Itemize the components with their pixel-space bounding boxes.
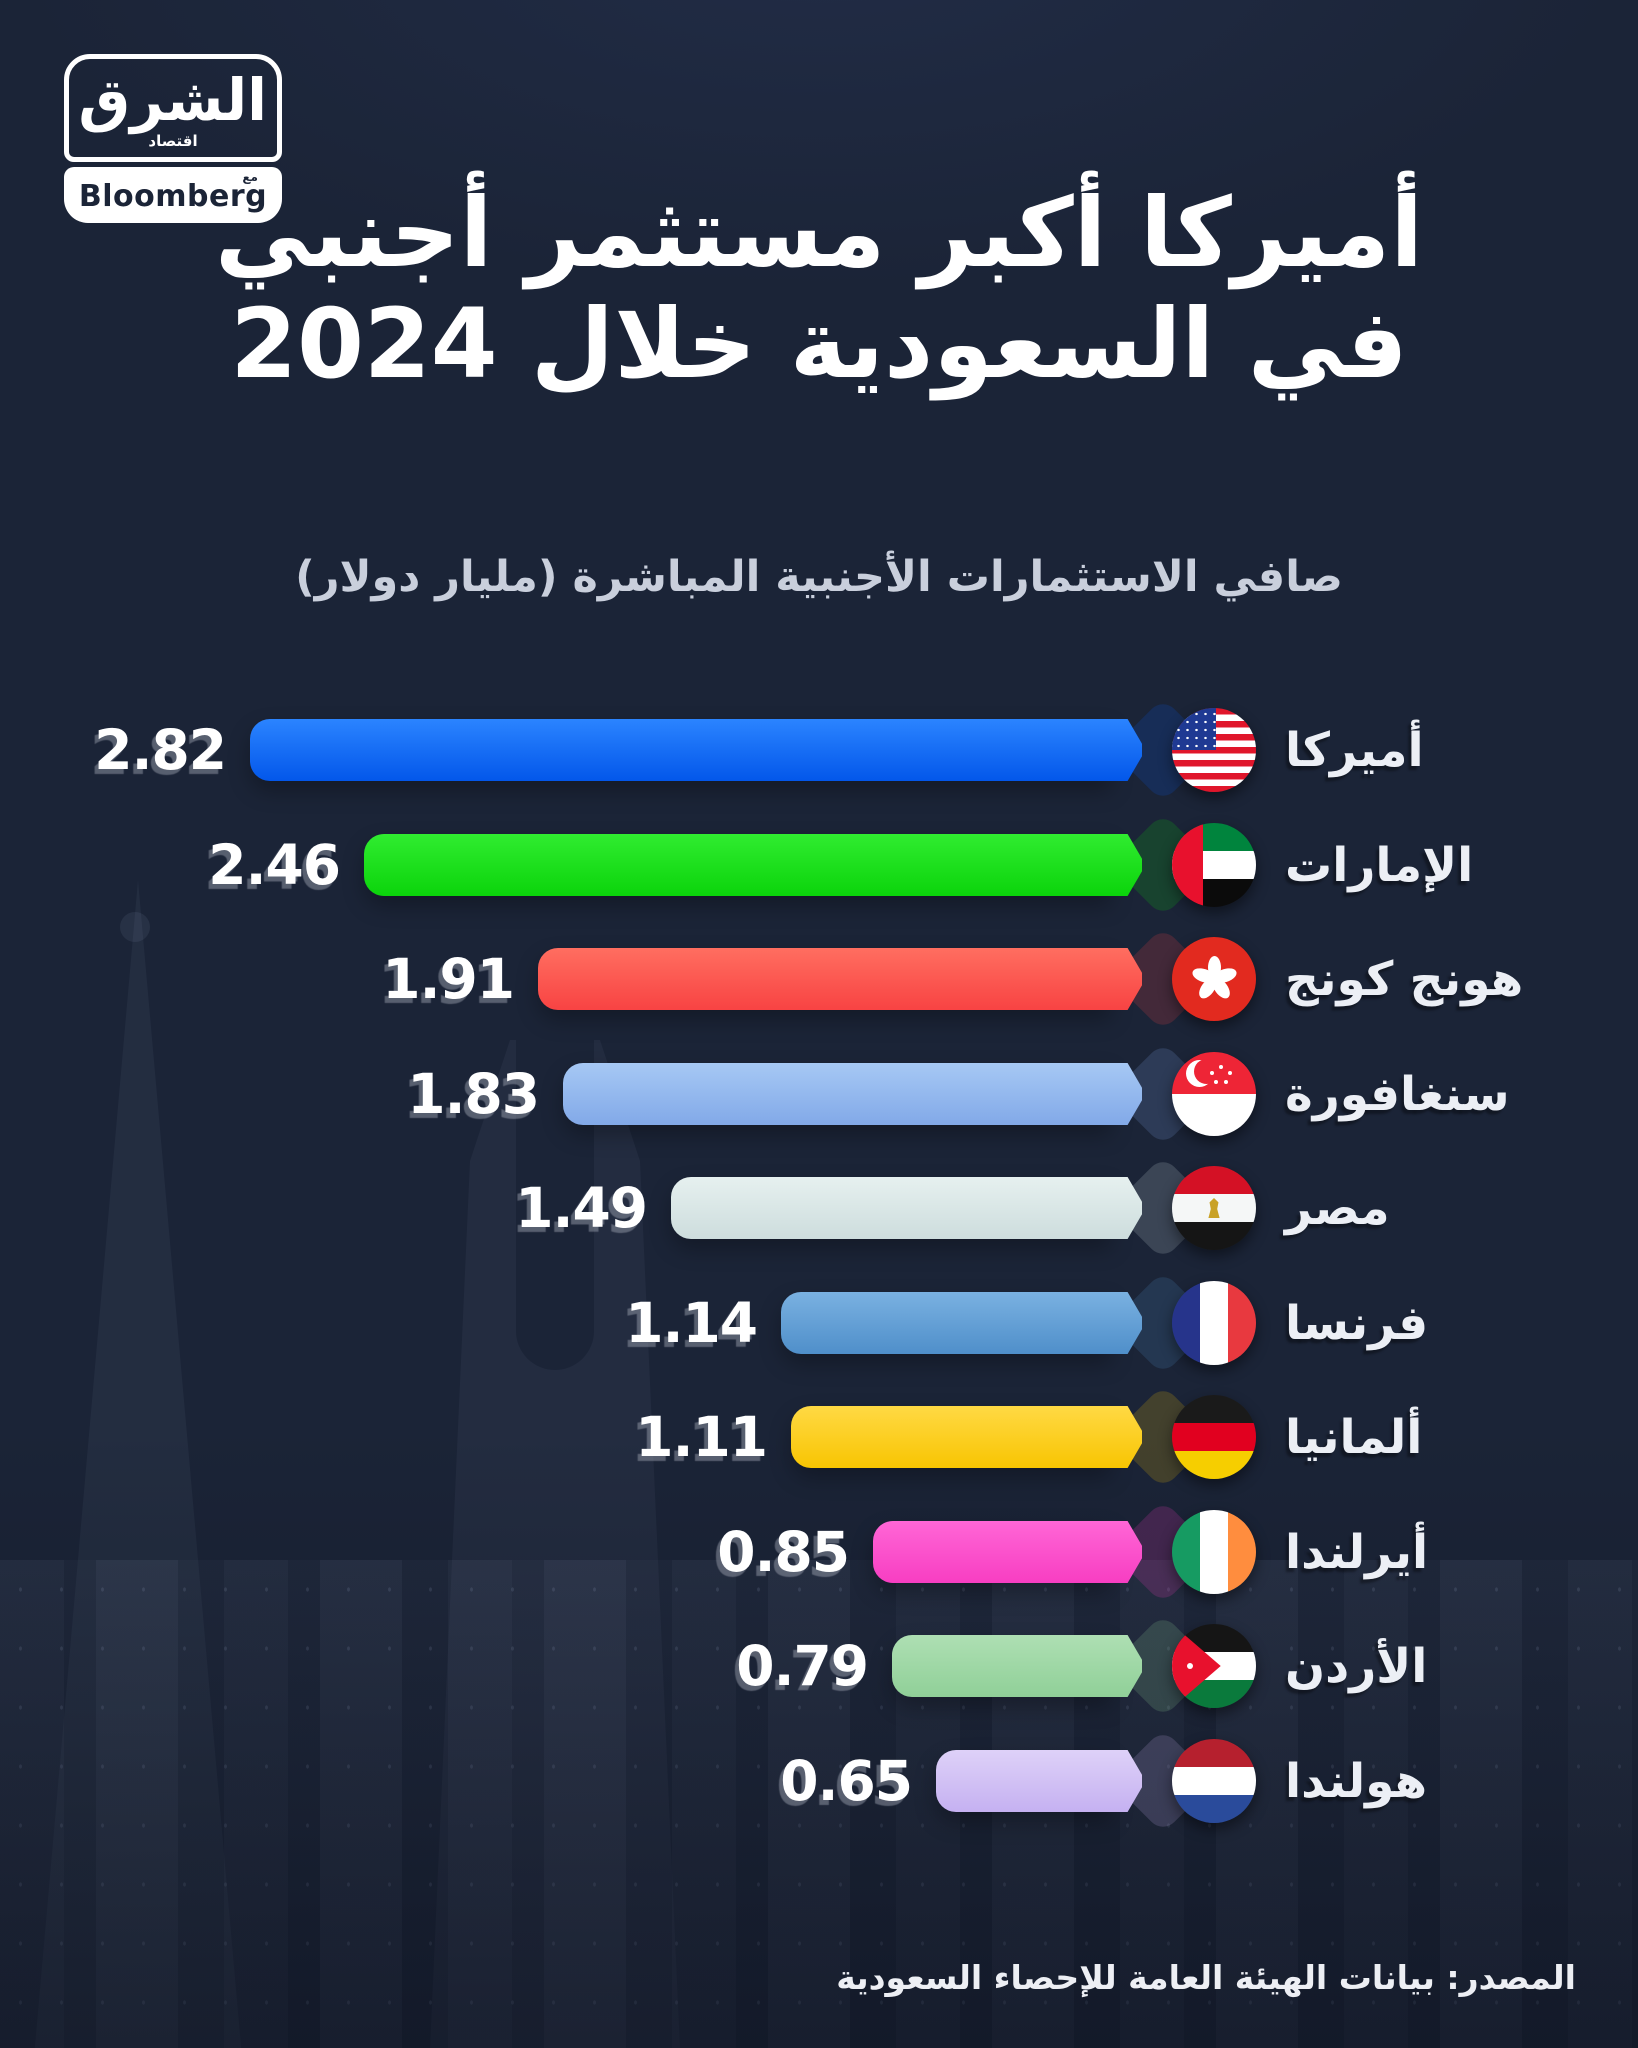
bar-value-label: 1.91	[382, 947, 515, 1011]
chart-row-us: 2.82 أميركا	[0, 693, 1638, 807]
bar-body	[538, 948, 1111, 1010]
bar-body	[936, 1750, 1111, 1812]
country-label: مصر	[1285, 1180, 1390, 1236]
bar	[892, 1635, 1142, 1697]
country-label: سنغافورة	[1285, 1066, 1510, 1122]
bar	[563, 1063, 1142, 1125]
flag-jo-icon	[1172, 1624, 1256, 1708]
chart-row-ae: 2.46 الإمارات	[0, 808, 1638, 922]
flag-fr-icon	[1172, 1281, 1256, 1365]
bar-value-label: 1.14	[625, 1291, 758, 1355]
country-label: أميركا	[1285, 722, 1424, 778]
bar-body	[781, 1292, 1111, 1354]
bar-value-label: 0.65	[780, 1749, 913, 1813]
flag-detail	[1208, 1198, 1220, 1218]
country-label: الإمارات	[1285, 837, 1474, 893]
bar-tip	[1110, 719, 1142, 781]
bloomberg-pill: مع Bloomberg	[64, 167, 282, 223]
bar	[538, 948, 1142, 1010]
flag-nl-icon	[1172, 1739, 1256, 1823]
asharq-economy-label: اقتصاد	[148, 132, 198, 150]
asharq-bloomberg-logo: الشرق اقتصاد مع Bloomberg	[64, 54, 282, 223]
bar-tip	[1110, 1750, 1142, 1812]
bar-tip	[1110, 1177, 1142, 1239]
bar-body	[250, 719, 1111, 781]
bar-value-label: 1.49	[515, 1176, 648, 1240]
bar	[671, 1177, 1142, 1239]
bar-tip	[1110, 1635, 1142, 1697]
flag-us-icon	[1172, 708, 1256, 792]
bar	[936, 1750, 1142, 1812]
bar-tip	[1110, 834, 1142, 896]
source-note: المصدر: بيانات الهيئة العامة للإحصاء الس…	[836, 1958, 1576, 1997]
bar-tip	[1110, 1406, 1142, 1468]
country-label: الأردن	[1285, 1638, 1428, 1694]
bar-tip	[1110, 1063, 1142, 1125]
flag-ie-icon	[1172, 1510, 1256, 1594]
asharq-logo-box: الشرق اقتصاد	[64, 54, 282, 162]
flag-de-icon	[1172, 1395, 1256, 1479]
bar	[791, 1406, 1142, 1468]
bar-value-label: 0.79	[736, 1634, 869, 1698]
bar-body	[791, 1406, 1111, 1468]
chart-row-fr: 1.14 فرنسا	[0, 1266, 1638, 1380]
bar-value-label: 1.11	[635, 1405, 768, 1469]
bar	[873, 1521, 1142, 1583]
bar-value-label: 0.85	[717, 1520, 850, 1584]
chart-row-sg: 1.83 سنغافورة	[0, 1037, 1638, 1151]
bar	[364, 834, 1142, 896]
bar	[250, 719, 1142, 781]
flag-eg-icon	[1172, 1166, 1256, 1250]
bar-tip	[1110, 1521, 1142, 1583]
bar-tip	[1110, 948, 1142, 1010]
with-label: مع	[242, 170, 258, 184]
flag-sg-icon	[1172, 1052, 1256, 1136]
asharq-wordmark: الشرق	[78, 66, 267, 134]
title-line-2: في السعودية خلال 2024	[230, 288, 1408, 401]
page-subtitle: صافي الاستثمارات الأجنبية المباشرة (مليا…	[295, 552, 1343, 602]
chart-row-jo: 0.79 الأردن	[0, 1609, 1638, 1723]
title-line-1: أميركا أكبر مستثمر أجنبي	[214, 177, 1424, 289]
country-label: ألمانيا	[1285, 1409, 1423, 1465]
bar-body	[563, 1063, 1111, 1125]
chart-row-de: 1.11 ألمانيا	[0, 1380, 1638, 1494]
country-label: هونج كونج	[1285, 951, 1524, 1007]
flag-ae-icon	[1172, 823, 1256, 907]
flag-detail	[1219, 1065, 1223, 1069]
bar-value-label: 2.46	[208, 833, 341, 897]
bar-value-label: 1.83	[407, 1062, 540, 1126]
bar	[781, 1292, 1142, 1354]
bar-tip	[1110, 1292, 1142, 1354]
chart-row-ie: 0.85 أيرلندا	[0, 1495, 1638, 1609]
bar-body	[671, 1177, 1111, 1239]
bar-body	[364, 834, 1111, 896]
bloomberg-wordmark: Bloomberg	[78, 179, 268, 214]
flag-detail	[1172, 1624, 1221, 1708]
flag-detail	[1187, 1663, 1193, 1669]
chart-row-eg: 1.49 مصر	[0, 1151, 1638, 1265]
page-title: أميركا أكبر مستثمر أجنبي في السعودية خلا…	[0, 177, 1638, 401]
country-label: هولندا	[1285, 1753, 1428, 1809]
bar-value-label: 2.82	[94, 718, 227, 782]
bar-body	[873, 1521, 1111, 1583]
country-label: فرنسا	[1285, 1295, 1429, 1351]
bar-body	[892, 1635, 1111, 1697]
country-label: أيرلندا	[1285, 1524, 1429, 1580]
chart-row-hk: 1.91 هونج كونج	[0, 922, 1638, 1036]
flag-hk-icon	[1172, 937, 1256, 1021]
chart-row-nl: 0.65 هولندا	[0, 1724, 1638, 1838]
flag-detail	[1172, 708, 1216, 750]
flag-detail	[1194, 1059, 1219, 1084]
